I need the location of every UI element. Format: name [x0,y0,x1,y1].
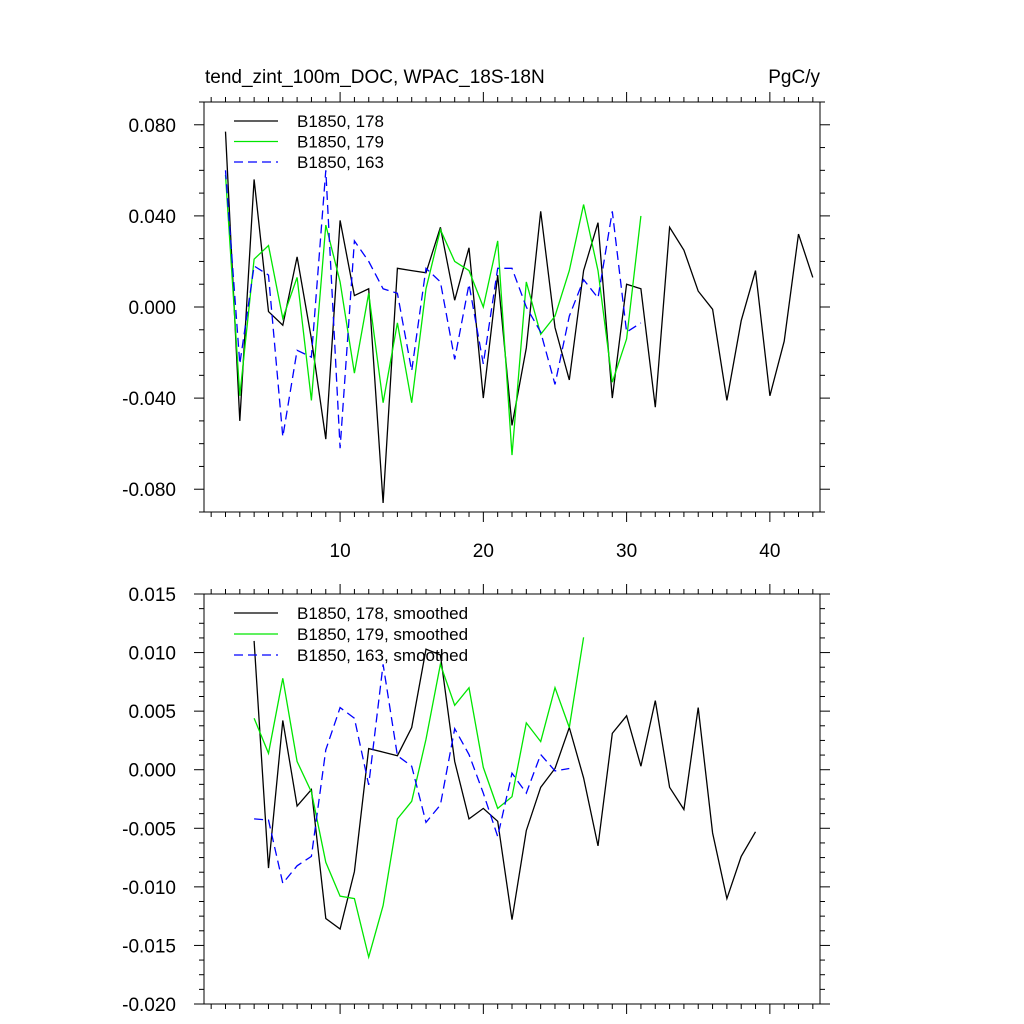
x-tick-label: 20 [473,541,494,562]
x-tick-label: 30 [616,541,637,562]
x-tick-label: 40 [759,541,780,562]
y-tick-label: -0.080 [122,480,176,501]
y-tick-label: -0.010 [122,878,176,899]
top-panel-units: PgC/y [768,67,820,88]
series-line-s163 [254,664,570,885]
series-line-s178 [224,131,814,503]
legend-label: B1850, 163, smoothed [297,646,468,665]
y-tick-label: 0.040 [128,207,176,228]
series-line-s179 [224,174,642,456]
y-tick-label: -0.040 [122,389,176,410]
legend-label: B1850, 179, smoothed [297,625,468,644]
x-tick-label: 10 [330,541,351,562]
legend-label: B1850, 179 [297,133,384,152]
legend-label: B1850, 178 [297,112,384,131]
y-tick-label: 0.010 [128,644,176,665]
series-line-s163 [224,170,642,449]
top-panel-title: tend_zint_100m_DOC, WPAC_18S-18N [205,67,545,88]
y-tick-label: -0.005 [122,819,176,840]
top-panel: 10 20 30 40 0.080 0.040 0.000 -0.040 -0.080 B1850… [122,92,830,562]
y-tick-label: 0.000 [128,298,176,319]
legend-label: B1850, 178, smoothed [297,604,468,623]
y-tick-label: 0.080 [128,116,176,137]
series-line-s178 [253,640,757,931]
bottom-panel: 0.015 0.010 0.005 0.000 -0.005 -0.010 -0.015 -0… [122,584,830,1016]
legend-label: B1850, 163 [297,153,384,172]
series-line-s179 [253,637,585,960]
y-tick-label: -0.015 [122,936,176,957]
y-tick-label: 0.000 [128,761,176,782]
y-tick-label: 0.005 [128,702,176,723]
y-tick-label: -0.020 [122,995,176,1016]
y-tick-label: 0.015 [128,585,176,606]
